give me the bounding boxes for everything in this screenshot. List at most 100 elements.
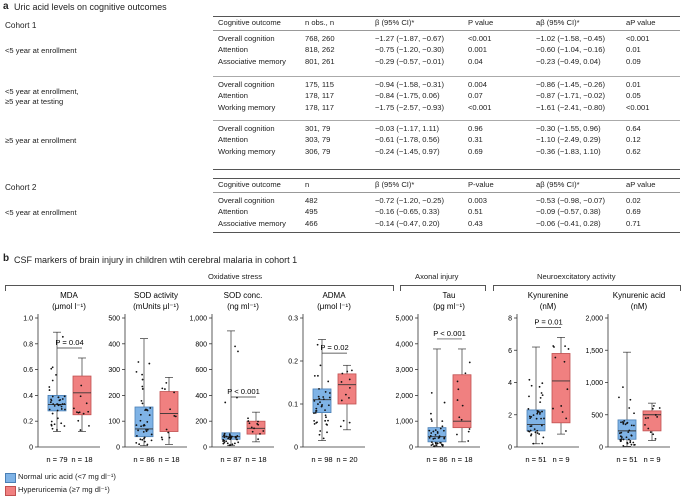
data-point <box>78 411 81 414</box>
p-value-label: P = 0.02 <box>320 343 348 352</box>
data-point <box>622 438 625 441</box>
data-point <box>48 386 51 388</box>
data-point <box>316 343 319 346</box>
data-point <box>143 437 145 440</box>
group-label: <5 year at enrollment <box>5 208 77 218</box>
data-point <box>432 430 435 433</box>
y-tick-label: 1,500 <box>585 348 603 355</box>
table-cell: 178, 117 <box>305 102 334 112</box>
category-oxidative-stress: Oxidative stress <box>208 272 263 281</box>
table-cell: Working memory <box>218 146 276 156</box>
data-point <box>234 435 237 438</box>
data-point <box>629 440 632 442</box>
data-point <box>532 414 535 417</box>
data-point <box>431 420 433 422</box>
data-point <box>87 410 90 413</box>
table-cell: 178, 117 <box>305 91 334 101</box>
data-point <box>60 408 63 410</box>
data-point <box>535 417 538 420</box>
data-point <box>174 415 177 418</box>
data-point <box>434 437 436 440</box>
data-point <box>57 404 60 407</box>
table-cell: Overall cognition <box>218 124 275 133</box>
table-header-cell: Cognitive outcome <box>218 18 281 27</box>
table-header-cell: aP value <box>626 18 656 27</box>
n-label: n = 18 <box>158 455 179 464</box>
data-point <box>165 381 168 384</box>
data-point <box>439 441 442 444</box>
data-point <box>142 430 145 433</box>
data-point <box>441 420 444 423</box>
data-point <box>165 428 168 431</box>
data-point <box>226 442 229 445</box>
y-tick-label: 2,000 <box>585 316 603 323</box>
data-point <box>247 420 250 422</box>
data-point <box>654 437 657 440</box>
y-tick-label: 0 <box>203 445 207 452</box>
data-point <box>56 417 59 420</box>
n-label: n = 86 <box>133 455 154 464</box>
n-label: n = 79 <box>46 455 67 464</box>
bracket-tick <box>393 285 394 291</box>
data-point <box>565 430 567 432</box>
data-point <box>61 335 64 338</box>
box <box>551 353 571 424</box>
data-point <box>85 402 88 405</box>
data-point <box>633 443 636 446</box>
table-cell: 0.04 <box>468 56 483 66</box>
data-point <box>632 441 635 444</box>
data-point <box>59 399 62 401</box>
data-point <box>628 438 630 441</box>
data-point <box>327 404 330 407</box>
data-point <box>536 410 539 412</box>
data-point <box>649 431 652 434</box>
data-point <box>348 378 351 381</box>
data-point <box>541 394 544 397</box>
box <box>427 427 447 443</box>
data-point <box>79 395 82 398</box>
n-label: n = 51 <box>616 455 637 464</box>
table-header-cell: β (95% CI)* <box>375 180 415 189</box>
data-point <box>619 438 622 441</box>
data-point <box>622 444 625 447</box>
data-point <box>235 438 238 441</box>
data-point <box>228 433 231 436</box>
data-point <box>438 435 441 438</box>
table-cell: 0.05 <box>626 91 641 101</box>
data-point <box>456 380 459 383</box>
data-point <box>324 391 327 393</box>
data-point <box>228 444 231 447</box>
table-cell: <0.001 <box>468 102 492 112</box>
bracket-tick <box>5 285 6 291</box>
data-point <box>325 416 327 419</box>
data-point <box>565 417 568 420</box>
data-point <box>223 439 226 442</box>
data-point <box>76 411 78 414</box>
data-point <box>554 356 557 359</box>
data-point <box>468 428 471 430</box>
data-point <box>230 435 233 438</box>
data-point <box>528 378 531 381</box>
data-point <box>79 429 82 431</box>
table-header-cell: aβ (95% CI)* <box>536 18 580 27</box>
y-tick-label: 4 <box>508 380 512 387</box>
data-point <box>313 412 315 415</box>
data-point <box>429 434 432 437</box>
chart-ylabel: (mUnits μl⁻¹) <box>133 302 179 311</box>
data-point <box>346 370 349 373</box>
table-cell: 0.64 <box>626 124 641 133</box>
legend-label-hyperuricemia: Hyperuricemia (≥7 mg dl⁻¹) <box>18 485 110 494</box>
data-point <box>143 440 146 443</box>
data-point <box>139 438 142 441</box>
y-tick-label: 0.4 <box>23 393 33 400</box>
data-point <box>529 417 532 420</box>
data-point <box>536 432 539 434</box>
data-point <box>51 427 54 430</box>
n-label: n = 9 <box>552 455 569 464</box>
data-point <box>539 401 542 404</box>
data-point <box>628 407 631 409</box>
table-cell: −0.14 (−0.47, 0.20) <box>375 218 440 228</box>
table-cell: 0.69 <box>626 207 641 217</box>
y-tick-label: 0 <box>294 445 298 452</box>
y-tick-label: 0.8 <box>23 341 33 348</box>
